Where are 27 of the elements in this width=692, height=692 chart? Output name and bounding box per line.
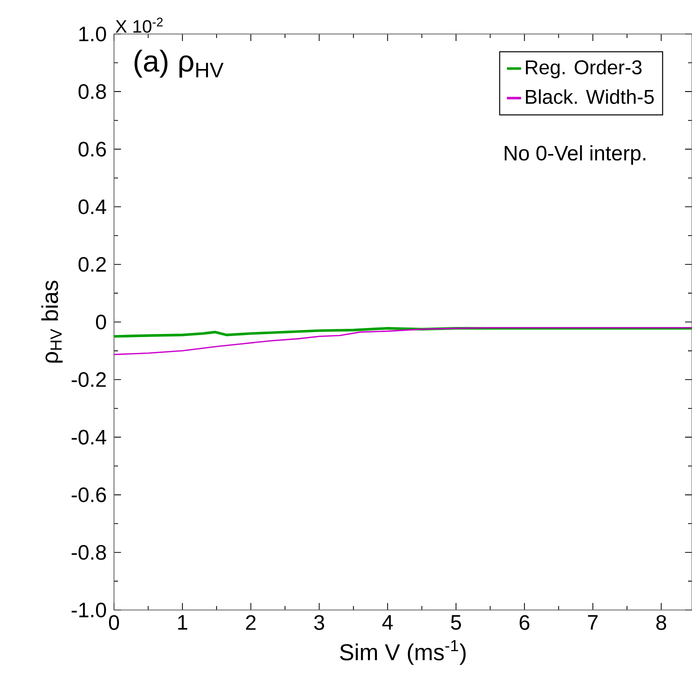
y-tick-label: -0.2 [72,372,106,387]
y-tick-label: -1.0 [72,602,106,618]
x-tick-label: 3 [314,615,324,630]
legend-label: Reg. Order-3 [526,60,642,78]
x-tick-label: 1 [178,615,188,630]
text: X 10$^{-2}$ [116,18,163,33]
x-tick-label: 6 [520,615,530,630]
y-tick-label: 1.0 [79,26,106,42]
y-tick-label: 0.6 [78,142,106,157]
y-tick-label: 0.8 [78,84,106,99]
x-axis-title: Sim V (ms$^{-1}$) [340,640,466,665]
y-tick-label: 0.4 [78,199,106,214]
x-tick-label: 8 [656,615,666,630]
y-tick-label: 0 [96,314,106,330]
x-tick-label: 4 [382,615,393,630]
chart-title: (a) ρ$_{HV}$ [134,50,224,78]
annotation: No 0-Vel interp. [504,145,646,165]
x-tick-label: 0 [108,615,119,630]
y-axis-title: ρ$_{HV}$ bias [41,280,63,363]
y-tick-label: -0.4 [72,430,106,445]
y-tick-label: -0.8 [72,544,106,560]
x-tick-label: 7 [588,615,598,630]
y-tick-label: 0.2 [78,256,106,272]
legend-label: Black. Width-5 [526,89,654,104]
y-tick-label: -0.6 [72,487,106,502]
x-tick-label: 2 [246,615,256,630]
x-tick-label: 5 [451,615,461,630]
